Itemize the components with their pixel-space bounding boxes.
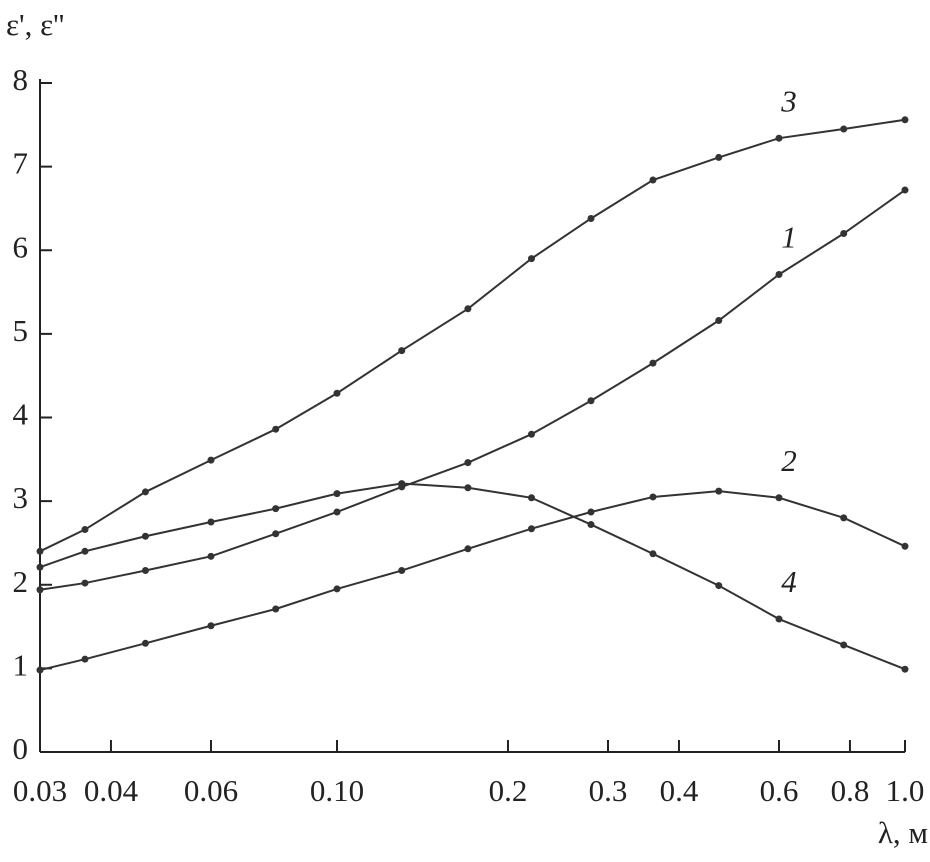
data-point bbox=[840, 125, 848, 133]
data-point bbox=[398, 347, 406, 355]
x-tick-label: 0.04 bbox=[84, 773, 139, 808]
y-tick-label: 8 bbox=[13, 62, 29, 97]
data-point bbox=[587, 397, 595, 405]
data-point bbox=[81, 579, 89, 587]
data-point bbox=[775, 134, 783, 142]
data-point bbox=[141, 567, 149, 575]
data-point bbox=[81, 547, 89, 555]
y-tick-label: 7 bbox=[13, 146, 29, 181]
data-point bbox=[141, 488, 149, 496]
y-tick-label: 2 bbox=[13, 564, 29, 599]
x-tick-label: 0.06 bbox=[184, 773, 238, 808]
data-point bbox=[141, 639, 149, 647]
data-point bbox=[36, 586, 44, 594]
data-point bbox=[36, 547, 44, 555]
data-point bbox=[649, 493, 657, 501]
data-point bbox=[527, 430, 535, 438]
data-point bbox=[207, 552, 215, 560]
data-point bbox=[81, 526, 89, 534]
data-point bbox=[527, 494, 535, 502]
y-tick-label: 1 bbox=[13, 647, 29, 682]
data-point bbox=[398, 480, 406, 488]
data-point bbox=[715, 153, 723, 161]
data-point bbox=[272, 605, 280, 613]
y-tick-label: 6 bbox=[13, 229, 29, 264]
series-label: 1 bbox=[781, 220, 797, 255]
x-tick-label: 0.6 bbox=[760, 773, 799, 808]
data-point bbox=[775, 615, 783, 623]
data-point bbox=[587, 508, 595, 516]
data-point bbox=[649, 550, 657, 558]
data-point bbox=[715, 487, 723, 495]
data-point bbox=[333, 490, 341, 498]
data-point bbox=[141, 532, 149, 540]
x-tick-label: 0.3 bbox=[589, 773, 628, 808]
data-point bbox=[207, 518, 215, 526]
data-point bbox=[587, 521, 595, 529]
data-point bbox=[840, 230, 848, 238]
x-tick-label: 0.2 bbox=[489, 773, 528, 808]
data-point bbox=[901, 665, 909, 673]
x-tick-label: 0.8 bbox=[831, 773, 870, 808]
data-point bbox=[715, 316, 723, 324]
series-label: 3 bbox=[780, 83, 797, 118]
data-point bbox=[715, 582, 723, 590]
data-point bbox=[649, 176, 657, 184]
data-point bbox=[272, 425, 280, 433]
data-point bbox=[333, 585, 341, 593]
x-axis-label: λ, м bbox=[878, 815, 928, 850]
data-point bbox=[464, 305, 472, 313]
data-point bbox=[901, 116, 909, 124]
data-point bbox=[207, 622, 215, 630]
y-axis-label: ε', ε'' bbox=[6, 7, 64, 42]
data-point bbox=[901, 186, 909, 194]
data-point bbox=[272, 530, 280, 538]
data-point bbox=[333, 508, 341, 516]
data-point bbox=[464, 484, 472, 492]
data-point bbox=[775, 271, 783, 279]
series-label: 2 bbox=[781, 443, 797, 478]
series-line bbox=[39, 189, 906, 591]
data-point bbox=[36, 666, 44, 674]
data-point bbox=[840, 641, 848, 649]
x-tick-label: 1.0 bbox=[886, 773, 925, 808]
data-point bbox=[464, 545, 472, 553]
series-label: 4 bbox=[781, 564, 797, 599]
data-point bbox=[207, 456, 215, 464]
y-tick-label: 5 bbox=[13, 313, 29, 348]
y-tick-label: 3 bbox=[13, 480, 29, 515]
data-point bbox=[649, 359, 657, 367]
data-point bbox=[81, 655, 89, 663]
data-point bbox=[775, 494, 783, 502]
data-point bbox=[527, 255, 535, 263]
data-point bbox=[587, 214, 595, 222]
x-tick-label: 0.10 bbox=[310, 773, 364, 808]
data-point bbox=[464, 459, 472, 467]
series-line bbox=[39, 118, 906, 553]
data-point bbox=[333, 389, 341, 397]
series-line bbox=[39, 490, 906, 672]
series-line bbox=[39, 482, 906, 671]
data-point bbox=[398, 567, 406, 575]
x-tick-label: 0.4 bbox=[660, 773, 699, 808]
data-point bbox=[901, 542, 909, 550]
x-tick-label: 0.03 bbox=[13, 773, 67, 808]
y-tick-label: 0 bbox=[13, 731, 29, 766]
y-tick-label: 4 bbox=[13, 397, 29, 432]
data-point bbox=[840, 514, 848, 522]
data-point bbox=[527, 525, 535, 533]
data-point bbox=[272, 505, 280, 513]
data-point bbox=[36, 563, 44, 571]
